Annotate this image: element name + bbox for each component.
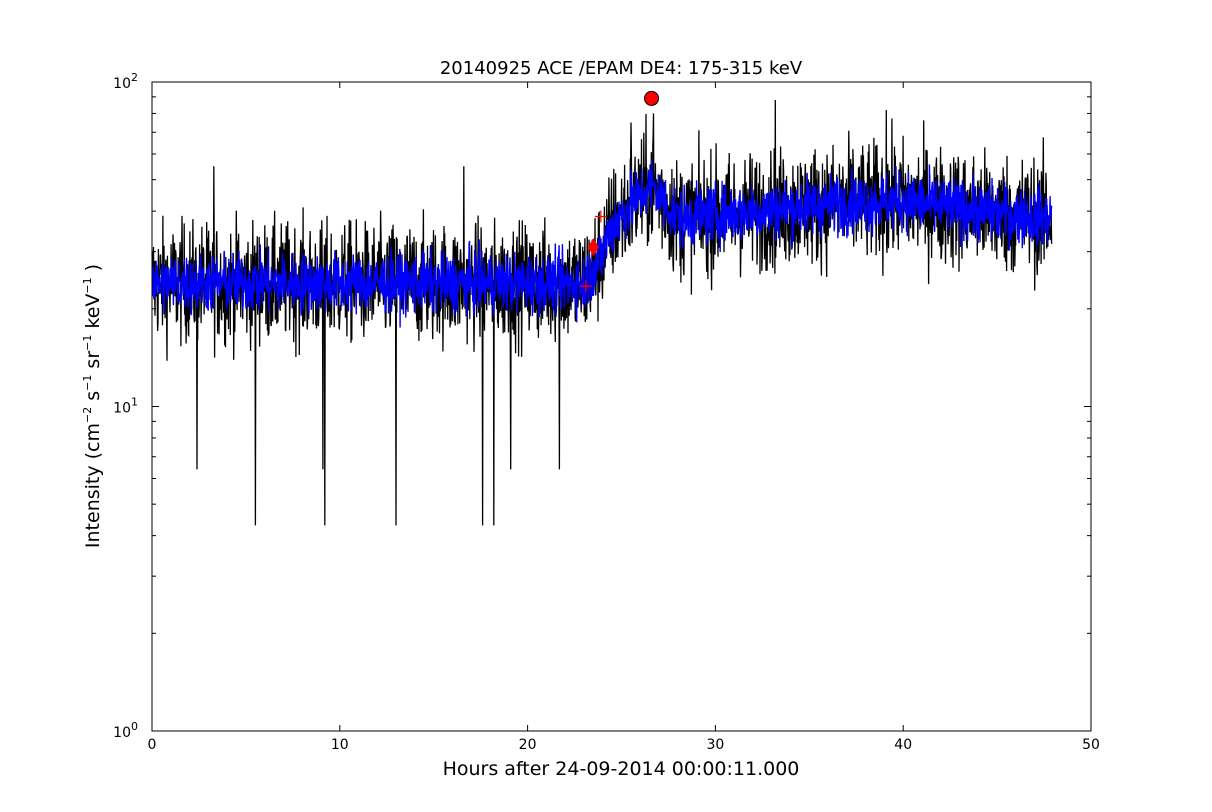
y-axis-label: Intensity (cm−2 s−1 sr−1 keV−1 ) [81,264,104,548]
chart-title: 20140925 ACE /EPAM DE4: 175-315 keV [440,58,803,79]
y-tick-label: 101 [113,396,138,417]
y-label-exp4: −1 [81,277,94,293]
y-label-prefix: Intensity (cm [82,423,104,548]
x-tick-label-0: 0 [148,737,157,753]
y-label-exp2: −1 [81,375,94,391]
x-tick-label-40: 40 [894,737,912,753]
marker-plus-2 [594,210,607,223]
x-axis-label: Hours after 24-09-2014 00:00:11.000 [443,758,800,780]
y-label-suffix: ) [82,264,104,277]
axis-tick-labels: 0 10 20 30 40 50 100 101 102 [113,71,1100,753]
axis-ticks [151,81,1092,732]
x-tick-label-10: 10 [331,737,349,753]
y-label-mid3: keV [82,294,104,335]
y-label-mid1: s [82,391,104,407]
x-tick-label-30: 30 [706,737,724,753]
series-smoothed-intensity [151,159,1053,328]
y-label-exp3: −1 [81,335,94,351]
y-tick-label: 100 [113,720,138,741]
y-label-mid2: sr [82,351,104,375]
plot-data [151,90,1053,526]
x-tick-label-50: 50 [1082,737,1100,753]
y-tick-label: 102 [113,71,138,92]
x-tick-label-20: 20 [519,737,537,753]
y-label-exp1: −2 [81,407,94,423]
marker-peak-circle [644,90,660,106]
marker-plus-0 [579,280,592,293]
marker-onset-diamond [587,238,599,256]
